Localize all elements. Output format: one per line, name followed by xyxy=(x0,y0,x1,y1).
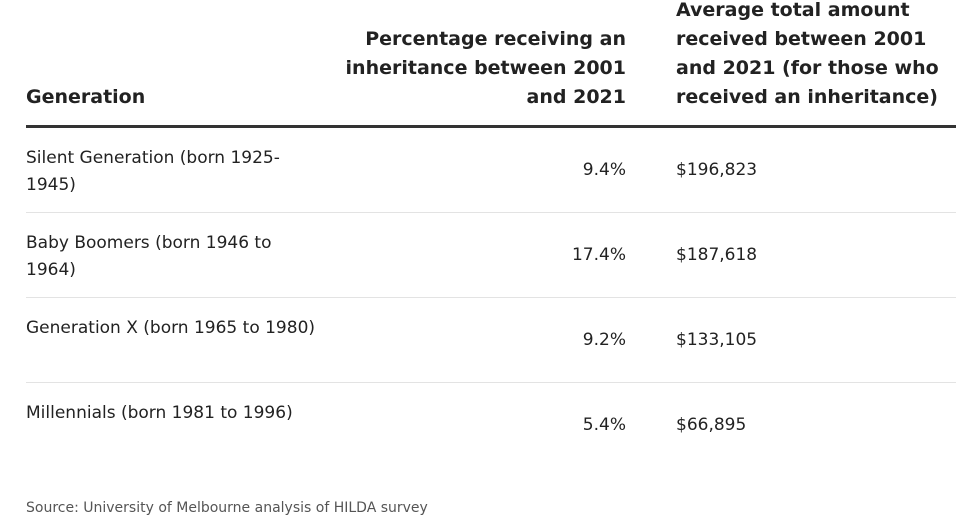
cell-percentage: 9.4% xyxy=(582,160,626,180)
header-percentage: Percentage receiving an inheritance betw… xyxy=(345,28,626,108)
header-generation: Generation xyxy=(26,86,146,108)
header-average-amount: Average total amount received between 20… xyxy=(676,0,939,108)
cell-percentage: 17.4% xyxy=(571,245,626,265)
cell-percentage: 5.4% xyxy=(582,415,626,435)
cell-generation: Millennials (born 1981 to 1996) xyxy=(26,403,293,423)
table-row: Baby Boomers (born 1946 to 1964) 17.4% $… xyxy=(26,213,956,298)
cell-generation: Baby Boomers (born 1946 to 1964) xyxy=(26,233,272,280)
cell-generation: Silent Generation (born 1925-1945) xyxy=(26,148,280,195)
inheritance-table: Generation Percentage receiving an inher… xyxy=(26,0,956,468)
table-row: Silent Generation (born 1925-1945) 9.4% … xyxy=(26,128,956,213)
table-row: Generation X (born 1965 to 1980) 9.2% $1… xyxy=(26,298,956,383)
cell-average-amount: $133,105 xyxy=(676,330,758,350)
source-note: Source: University of Melbourne analysis… xyxy=(26,500,428,516)
cell-average-amount: $66,895 xyxy=(676,415,747,435)
table-row: Millennials (born 1981 to 1996) 5.4% $66… xyxy=(26,383,956,468)
cell-percentage: 9.2% xyxy=(582,330,626,350)
cell-generation: Generation X (born 1965 to 1980) xyxy=(26,318,316,338)
cell-average-amount: $187,618 xyxy=(676,245,758,265)
table-header-row: Generation Percentage receiving an inher… xyxy=(26,0,956,128)
cell-average-amount: $196,823 xyxy=(676,160,758,180)
